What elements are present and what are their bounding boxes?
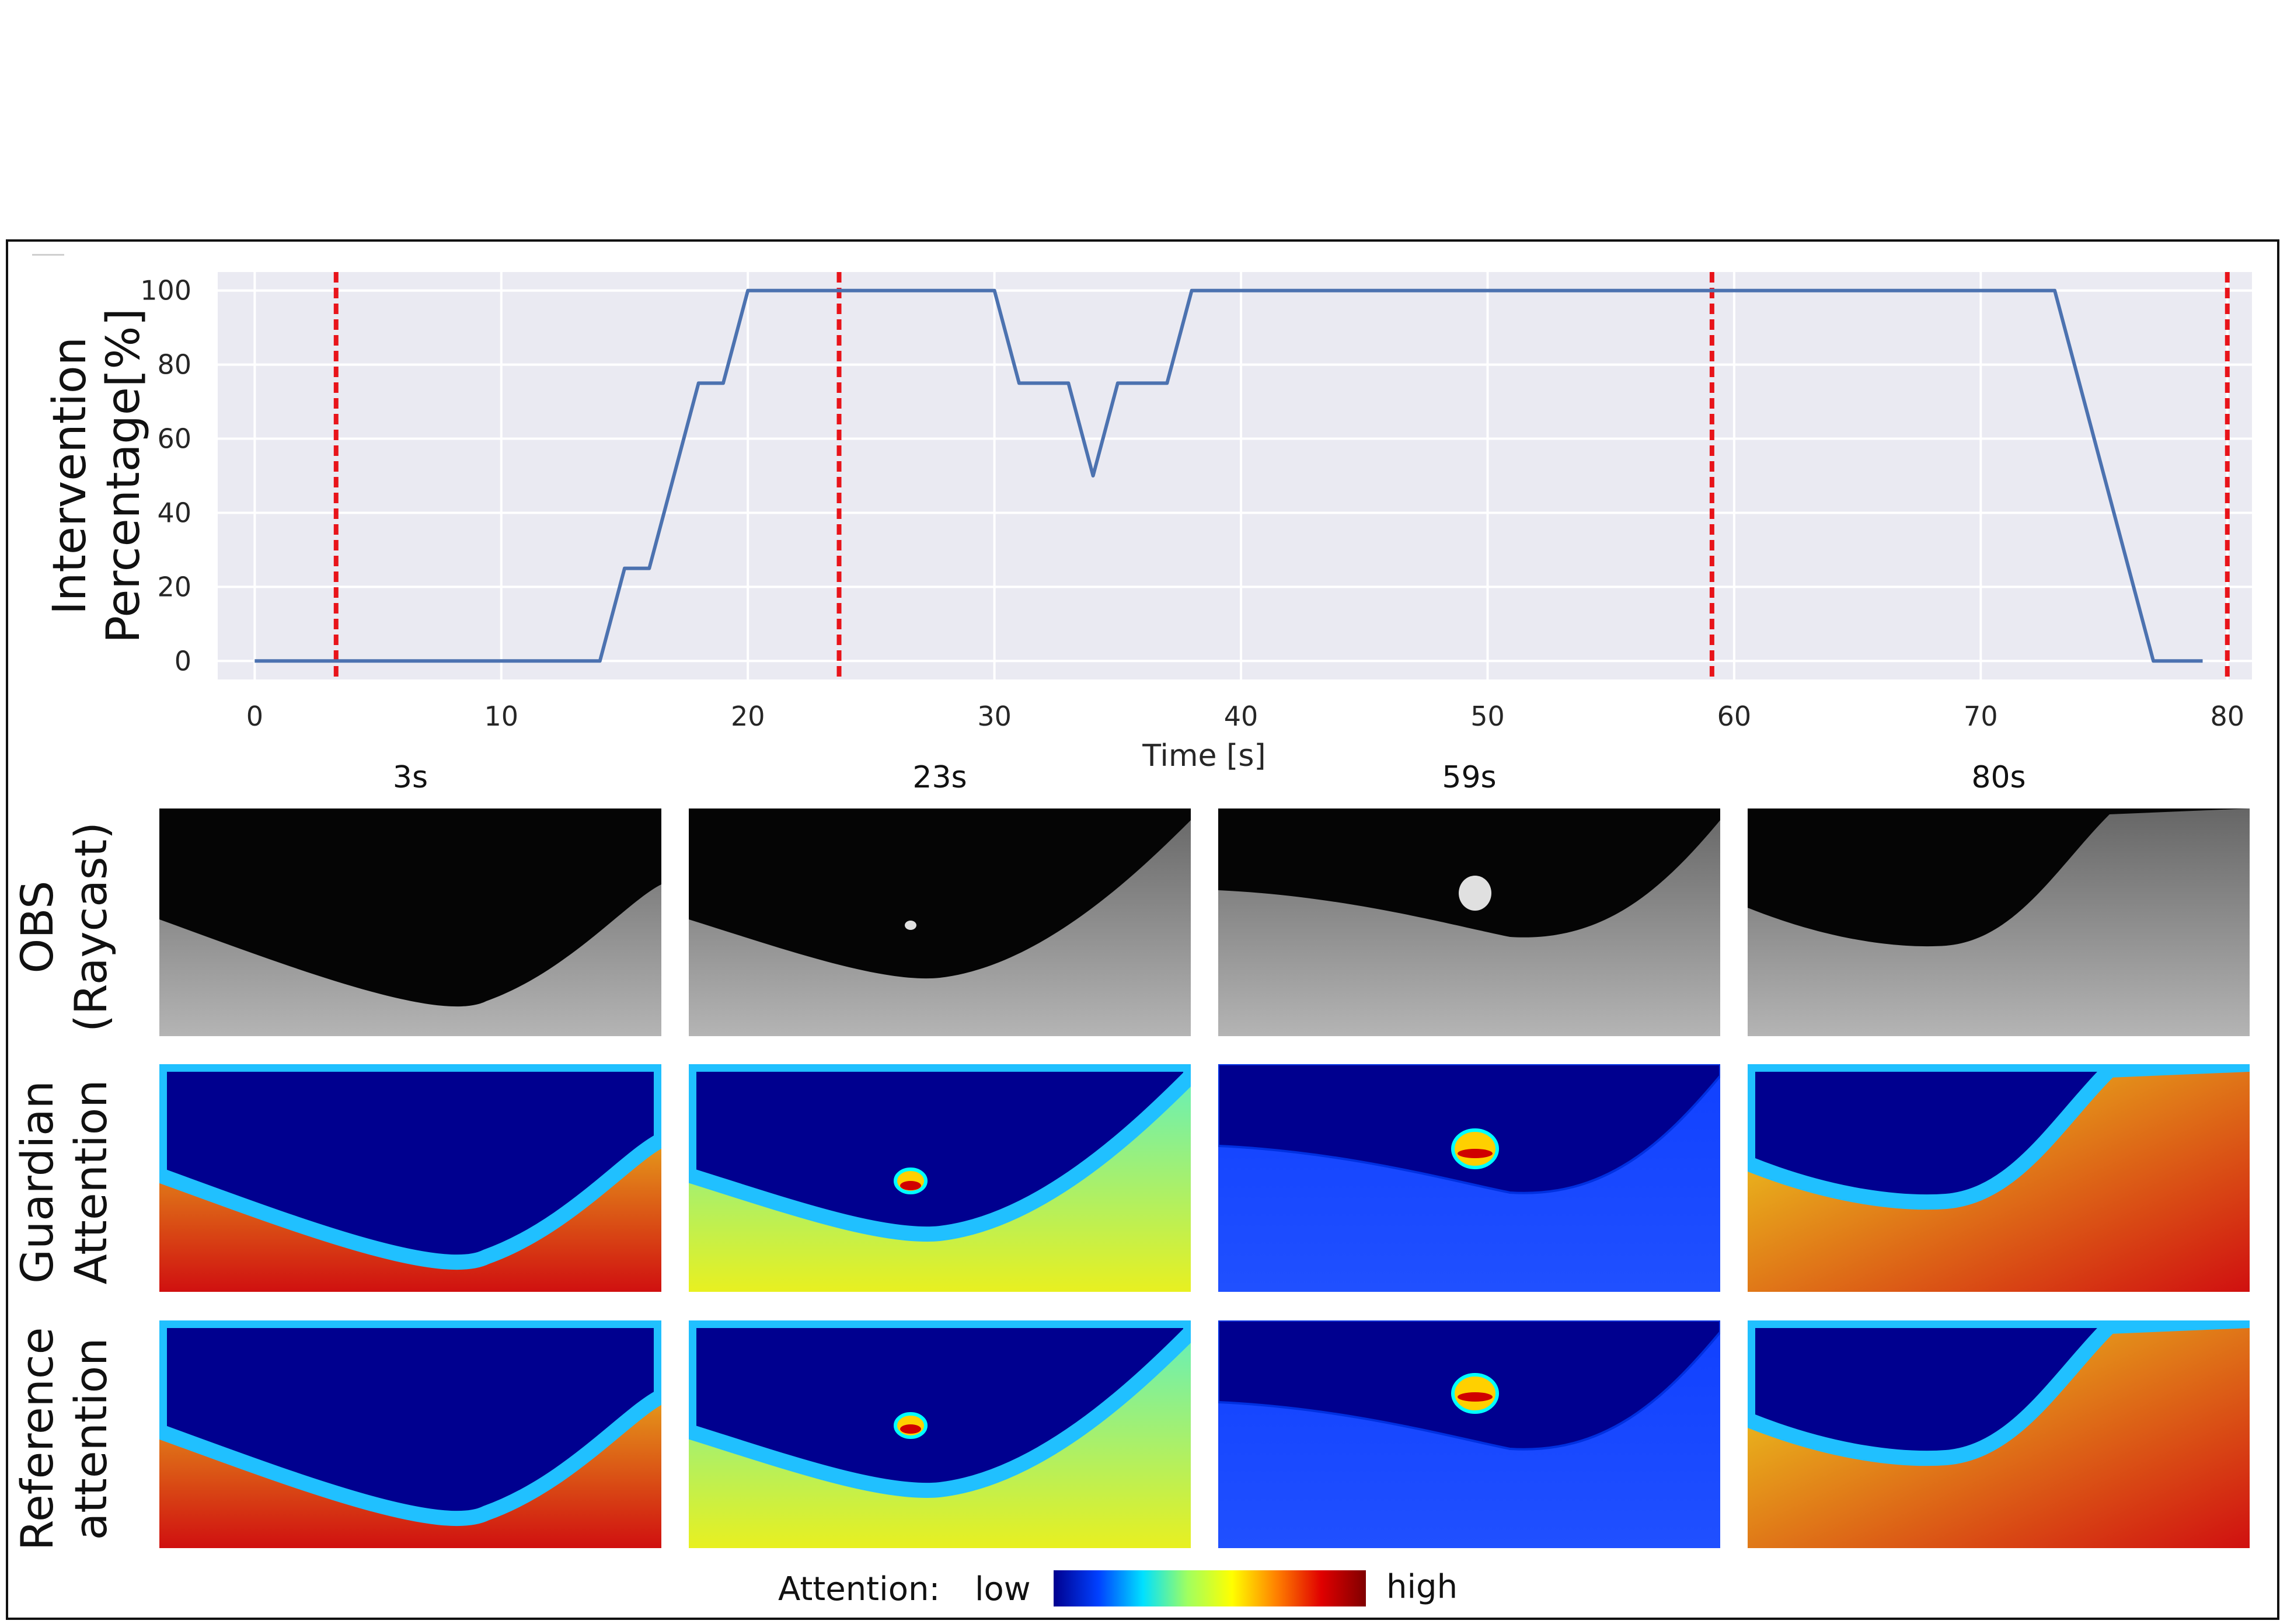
colorbar-low-label: low [975,1570,1031,1608]
colorbar-title: Attention: [778,1570,940,1608]
x-tick-label: 50 [1470,701,1505,732]
row-label-obs: OBS (Raycast) [11,822,117,1032]
panel-grayscale-80s [1748,808,2250,1036]
row-label-reference-attention: Reference attention [11,1327,117,1551]
x-tick-label: 30 [977,701,1012,732]
intervention-series-line [255,288,2203,663]
x-tick-label: 40 [1224,701,1258,732]
panel-heatmap-3s [159,1320,661,1548]
y-tick-label: 80 [157,349,191,381]
y-tick-label: 20 [157,571,191,602]
plot-background [218,272,2252,679]
row-label-guardian-attention: Guardian Attention [11,1079,117,1285]
x-tick-label: 60 [1717,701,1752,732]
x-axis-label: Time [s] [1142,738,1265,773]
y-tick-label: 0 [175,645,191,677]
column-title-3s: 3s [392,760,428,795]
attention-colorbar [1054,1570,1366,1606]
panel-heatmap-80s [1748,1064,2250,1292]
panel-grayscale-3s [159,808,661,1036]
decorative-dash [32,254,64,256]
x-tick-labels: 0 10 20 30 40 50 60 70 80 [246,701,2244,732]
x-tick-label: 70 [1964,701,1998,732]
y-tick-label: 40 [157,497,191,528]
x-tick-label: 10 [484,701,519,732]
colorbar-high-label: high [1386,1568,1458,1606]
panel-heatmap-59s [1218,1320,1720,1548]
panel-heatmap-23s [689,1064,1191,1292]
figure-frame [6,239,2279,1620]
panel-heatmap-3s [159,1064,661,1292]
x-tick-label: 0 [246,701,263,732]
column-title-23s: 23s [912,760,967,795]
y-axis-label-line: Percentage[%] [97,308,150,643]
y-axis-label: InterventionPercentage[%] [44,308,150,643]
column-title-80s: 80s [1971,760,2026,795]
panel-grayscale-23s [689,808,1191,1036]
panel-heatmap-80s [1748,1320,2250,1548]
y-tick-label: 100 [140,275,191,306]
panel-heatmap-59s [1218,1064,1720,1292]
x-tick-label: 80 [2210,701,2244,732]
panel-heatmap-23s [689,1320,1191,1548]
x-tick-label: 20 [731,701,765,732]
y-tick-labels: 0 20 40 60 80 100 [140,275,191,677]
event-markers [333,272,2230,679]
column-title-59s: 59s [1442,760,1497,795]
y-tick-label: 60 [157,423,191,455]
panel-grayscale-59s [1218,808,1720,1036]
y-axis-label-line: Intervention [44,337,96,615]
